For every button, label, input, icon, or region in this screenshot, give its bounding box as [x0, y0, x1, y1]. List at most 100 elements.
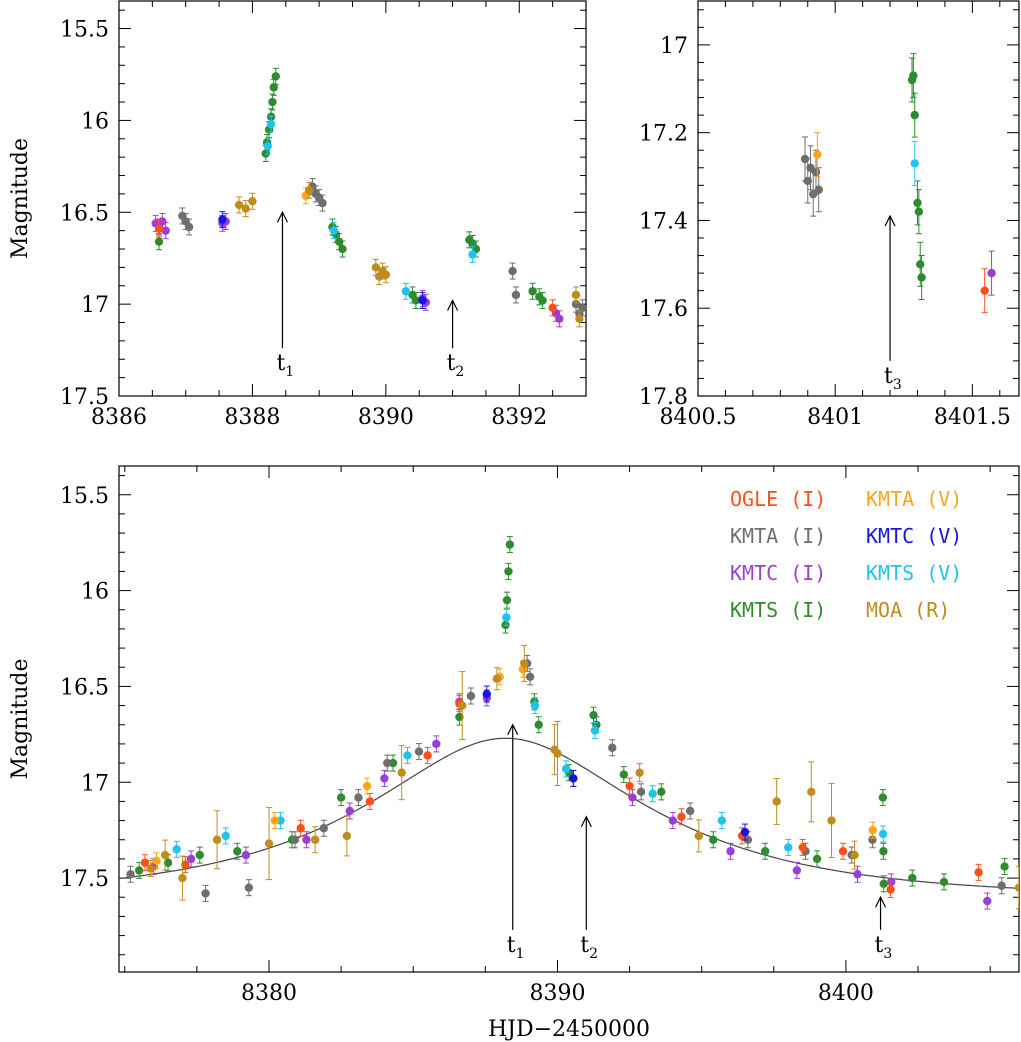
- arrow-head: [447, 299, 459, 311]
- data-point: [619, 770, 629, 779]
- data-point: [423, 751, 432, 760]
- data-point: [508, 266, 517, 276]
- data-point: [319, 824, 329, 833]
- data-point: [380, 774, 389, 783]
- data-point: [886, 885, 895, 894]
- data-point: [263, 141, 272, 151]
- data-point: [371, 263, 381, 272]
- data-point: [987, 268, 996, 278]
- data-point: [939, 877, 949, 887]
- data-point: [814, 185, 823, 194]
- data-point: [248, 197, 257, 206]
- y-tick-label: 15.5: [60, 18, 109, 43]
- data-point: [908, 873, 917, 883]
- data-point: [234, 200, 244, 210]
- data-point: [868, 835, 877, 844]
- data-point: [172, 845, 181, 854]
- data-point: [868, 825, 877, 835]
- x-tick-label: 8401: [807, 405, 863, 430]
- data-point: [163, 858, 173, 867]
- x-tick-label: 8380: [241, 981, 297, 1006]
- data-point: [740, 827, 750, 837]
- data-point: [502, 613, 511, 622]
- arrow-head: [276, 210, 288, 223]
- data-point: [548, 303, 557, 313]
- data-point: [530, 701, 540, 710]
- data-point: [186, 854, 196, 864]
- data-point: [244, 883, 254, 892]
- data-point: [635, 768, 644, 777]
- y-tick-label: 17.6: [639, 297, 688, 322]
- data-point: [803, 176, 812, 186]
- data-point: [520, 659, 529, 668]
- data-point: [571, 290, 581, 300]
- arrow-head: [875, 895, 887, 908]
- data-point: [388, 758, 398, 768]
- data-point: [812, 854, 822, 864]
- data-point: [362, 781, 372, 791]
- data-point: [648, 789, 657, 798]
- data-point: [161, 226, 170, 235]
- data-point: [381, 270, 391, 279]
- data-point: [608, 743, 617, 752]
- arrow-label: t3: [875, 933, 893, 962]
- data-point: [268, 97, 277, 107]
- data-point: [709, 835, 718, 844]
- data-point: [590, 726, 600, 735]
- data-point: [126, 870, 135, 879]
- data-point: [212, 835, 222, 844]
- legend-entry: KMTA (I): [730, 524, 826, 548]
- y-tick-label: 16.5: [60, 675, 109, 700]
- legend-entry: KMTA (V): [866, 487, 962, 511]
- arrow-label: t2: [580, 933, 598, 962]
- data-point: [146, 864, 155, 873]
- data-point: [538, 296, 547, 305]
- y-axis-label: Magnitude: [8, 658, 33, 779]
- data-point: [266, 119, 276, 129]
- data-point: [726, 847, 735, 856]
- arrow-head: [507, 723, 519, 736]
- data-point: [455, 712, 464, 722]
- y-axis-label: Magnitude: [8, 138, 33, 259]
- data-point: [569, 774, 578, 783]
- panel-top-right: 8400.5 8401 8401.5 17 17.2 17.4 17.6 17.8 t3: [639, 0, 1020, 430]
- data-point: [717, 816, 727, 825]
- x-tick-label: 8400: [818, 981, 874, 1006]
- data-point: [910, 110, 919, 120]
- data-point: [304, 186, 314, 195]
- data-point: [760, 847, 770, 856]
- panel-bottom: 8380 8390 8400 15.5 16 16.5 17 17.5 Magnitude HJD…: [8, 465, 1020, 1042]
- legend-entry: KMTS (I): [730, 598, 826, 622]
- data-point: [792, 866, 802, 875]
- data-point: [853, 870, 862, 879]
- data-point: [914, 207, 924, 216]
- y-tick-label: 16: [81, 580, 109, 605]
- data-point: [504, 567, 513, 576]
- data-point: [492, 674, 502, 683]
- plot-frame: [118, 0, 587, 397]
- x-tick-label: 8392: [491, 405, 547, 430]
- data-point: [511, 290, 521, 300]
- data-points: [800, 53, 996, 314]
- y-tick-label: 17: [660, 34, 688, 59]
- legend: OGLE (I) KMTA (V) KMTA (I) KMTC (V) KMTC (I)…: [730, 487, 962, 622]
- data-point: [913, 198, 922, 208]
- data-point: [677, 812, 686, 821]
- data-point: [336, 793, 346, 802]
- y-tick-label: 17.2: [639, 122, 688, 147]
- data-point: [152, 856, 161, 866]
- y-tick-label: 17.8: [639, 385, 688, 410]
- y-tick-label: 15.5: [60, 484, 109, 509]
- data-point: [302, 835, 311, 844]
- data-point: [411, 296, 421, 305]
- legend-entry: OGLE (I): [730, 487, 826, 511]
- data-point: [201, 889, 210, 898]
- data-point: [269, 83, 278, 92]
- data-point: [154, 237, 164, 246]
- data-point: [338, 244, 347, 254]
- data-point: [827, 816, 836, 825]
- data-point: [772, 797, 781, 806]
- y-tick-label: 17.4: [639, 209, 688, 234]
- data-point: [657, 787, 666, 797]
